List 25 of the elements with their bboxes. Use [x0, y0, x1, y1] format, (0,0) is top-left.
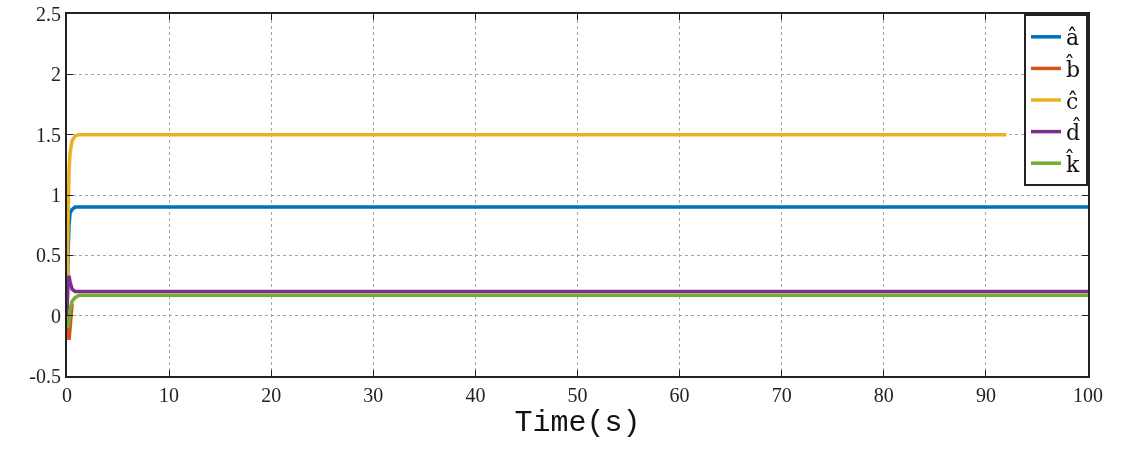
x-tick-label: 100: [1073, 384, 1103, 406]
x-tick-label: 10: [159, 384, 180, 406]
y-tick-label: 2: [51, 63, 61, 86]
line-series: [67, 293, 1088, 330]
x-tick-label: 70: [771, 384, 792, 406]
y-tick-label: 0.5: [36, 244, 61, 267]
y-tick-label: 1: [51, 184, 61, 206]
x-tick-label: 90: [975, 384, 996, 406]
y-tick-label: 0: [51, 304, 61, 327]
y-tick-label: 2.5: [36, 3, 61, 25]
legend-label: b̂: [1066, 54, 1081, 82]
x-tick-label: 40: [465, 384, 486, 406]
x-tick-label: 60: [669, 384, 690, 406]
line-series: [67, 274, 1088, 318]
legend-label: k̂: [1066, 149, 1080, 177]
y-tick-label: 1.5: [36, 123, 61, 146]
x-tick-label: 50: [567, 384, 588, 406]
x-tick-label: 80: [873, 384, 894, 406]
y-tick-label: -0.5: [29, 365, 61, 387]
legend-label: â: [1066, 25, 1080, 51]
x-tick-label: 30: [363, 384, 384, 406]
x-tick-label: 20: [261, 384, 282, 406]
legend-label: d̂: [1066, 117, 1081, 146]
x-axis-title: Time(s): [514, 406, 641, 440]
legend-label: ĉ: [1066, 88, 1079, 114]
